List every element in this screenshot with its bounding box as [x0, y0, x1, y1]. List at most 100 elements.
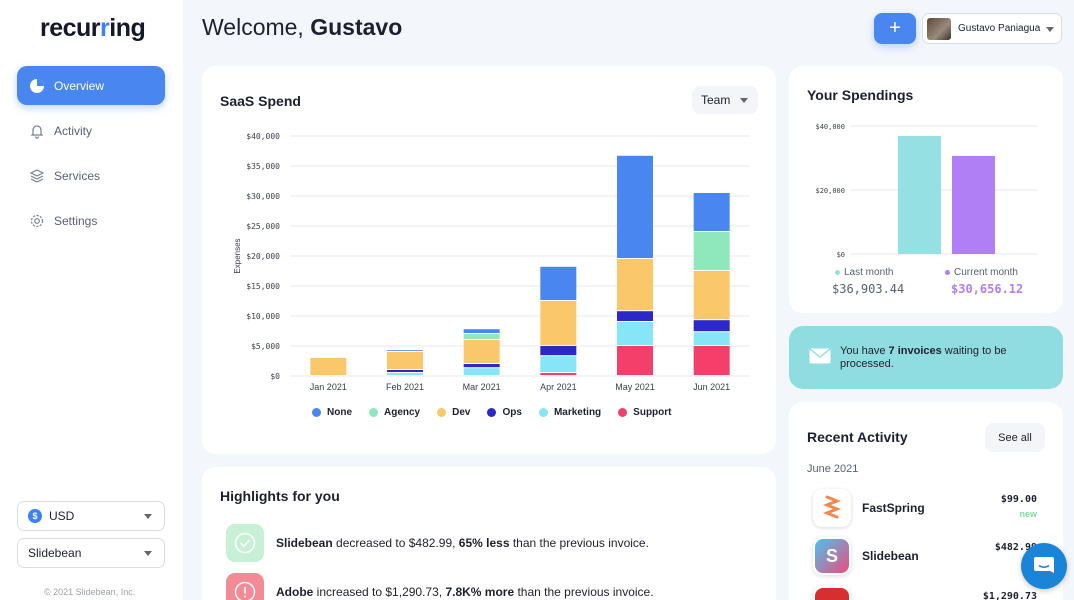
y-axis-label: Expenses — [233, 238, 242, 273]
bar-segment-none[interactable] — [540, 266, 577, 300]
team-filter-select[interactable]: Team — [692, 86, 758, 114]
y-tick-label: $25,000 — [246, 222, 280, 231]
legend-dot — [312, 408, 321, 417]
bar-segment-ops[interactable] — [463, 364, 500, 368]
bar-segment-dev[interactable] — [540, 301, 577, 345]
pie-chart-icon — [30, 78, 44, 93]
chat-icon — [1034, 557, 1054, 573]
bar-segment-support[interactable] — [617, 346, 653, 375]
legend-item-marketing[interactable]: Marketing — [538, 407, 602, 418]
bar-segment-marketing[interactable] — [617, 322, 653, 345]
spendings-title: Your Spendings — [807, 87, 914, 103]
current-month-legend: Current month — [945, 267, 1018, 278]
alert-circle-icon — [226, 573, 264, 600]
highlight-text-b: than the previous invoice. — [509, 536, 649, 550]
y-tick-label: $40,000 — [246, 132, 280, 141]
legend-item-agency[interactable]: Agency — [369, 407, 420, 418]
logo-text-c: ing — [109, 14, 146, 42]
legend-item-none[interactable]: None — [312, 407, 352, 418]
see-all-button[interactable]: See all — [985, 423, 1045, 452]
company-select[interactable]: Slidebean — [17, 538, 165, 568]
bar-segment-dev[interactable] — [617, 259, 653, 311]
bar-segment-none[interactable] — [617, 155, 653, 258]
bar-segment-none[interactable] — [387, 350, 423, 351]
sidebar-item-overview[interactable]: Overview — [17, 66, 165, 105]
bar-segment-ops[interactable] — [693, 320, 730, 332]
last-month-value: $36,903.44 — [832, 282, 905, 296]
bar-segment-agency[interactable] — [693, 232, 730, 270]
fastspring-logo-icon — [813, 489, 851, 527]
bar-segment-none[interactable] — [463, 329, 500, 333]
activity-item-fastspring[interactable]: FastSpring $99.00 new — [813, 489, 1063, 529]
bar-segment-marketing[interactable] — [463, 368, 500, 375]
y-tick-label: $20,000 — [815, 187, 845, 195]
logo[interactable]: recurring — [40, 14, 146, 43]
last-month-legend: Last month — [835, 267, 893, 278]
sidebar-item-activity[interactable]: Activity — [17, 111, 165, 150]
legend-item-ops[interactable]: Ops — [487, 407, 522, 418]
recent-activity-title: Recent Activity — [807, 429, 908, 445]
legend-dot — [369, 408, 378, 417]
legend-label: Marketing — [553, 407, 602, 418]
highlight-item: Adobe increased to $1,290.73, 7.8K% more… — [226, 573, 746, 600]
spend-bar-0[interactable] — [898, 135, 941, 254]
activity-item-adobe[interactable]: $1,290.73 — [813, 586, 1063, 600]
user-menu[interactable]: Gustavo Paniagua — [922, 13, 1062, 44]
caret-down-icon — [740, 98, 748, 103]
bar-segment-support[interactable] — [540, 373, 577, 375]
y-tick-label: $5,000 — [251, 342, 280, 351]
current-month-label: Current month — [954, 267, 1018, 278]
page-title: Welcome, Gustavo — [202, 14, 402, 41]
sidebar-item-services[interactable]: Services — [17, 156, 165, 195]
avatar — [927, 17, 951, 40]
gear-icon — [30, 214, 44, 227]
bar-segment-marketing[interactable] — [540, 356, 577, 372]
bar-segment-agency[interactable] — [463, 334, 500, 339]
bar-segment-marketing[interactable] — [693, 332, 730, 345]
chat-launcher-button[interactable] — [1021, 543, 1067, 589]
y-tick-label: $20,000 — [246, 252, 280, 261]
highlights-card: Highlights for you Slidebean decreased t… — [202, 467, 776, 600]
dollar-icon: $ — [28, 509, 42, 523]
y-tick-label: $0 — [837, 251, 845, 259]
bar-segment-support[interactable] — [693, 346, 730, 375]
invoices-text: You have 7 invoices waiting to be proces… — [840, 345, 1040, 371]
bar-segment-none[interactable] — [693, 193, 730, 231]
activity-item-slidebean[interactable]: S Slidebean $482.99 — [813, 537, 1063, 577]
caret-down-icon — [1046, 27, 1054, 32]
logo-text-b: r — [100, 14, 110, 42]
legend-label: None — [327, 407, 352, 418]
activity-name: FastSpring — [862, 501, 925, 515]
legend-dot — [945, 270, 950, 275]
sidebar-item-label: Overview — [54, 78, 105, 93]
bell-icon — [30, 124, 44, 139]
y-tick-label: $30,000 — [246, 192, 280, 201]
bar-segment-dev[interactable] — [693, 271, 730, 320]
highlight-emph: 65% less — [458, 536, 510, 550]
legend-item-dev[interactable]: Dev — [437, 407, 470, 418]
sidebar-item-label: Settings — [54, 213, 98, 228]
adobe-logo-icon — [813, 586, 851, 600]
y-tick-label: $0 — [270, 372, 280, 381]
legend-dot — [618, 408, 628, 417]
invoices-prefix: You have — [840, 345, 889, 357]
bar-segment-ops[interactable] — [387, 370, 423, 372]
bar-segment-ops[interactable] — [540, 346, 577, 356]
invoices-banner[interactable]: You have 7 invoices waiting to be proces… — [789, 326, 1063, 389]
legend-label: Support — [633, 407, 672, 418]
bar-segment-dev[interactable] — [387, 352, 423, 369]
currency-value: USD — [49, 509, 75, 523]
sidebar-item-settings[interactable]: Settings — [17, 201, 165, 240]
add-button[interactable]: + — [874, 13, 916, 44]
copyright: © 2021 Slidebean, Inc. — [44, 587, 136, 597]
recent-activity-card: Recent Activity See all June 2021 FastSp… — [789, 402, 1063, 600]
check-circle-icon — [226, 524, 264, 562]
bar-segment-dev[interactable] — [463, 340, 500, 363]
bar-segment-ops[interactable] — [617, 311, 653, 321]
bar-segment-dev[interactable] — [310, 358, 347, 375]
bar-segment-marketing[interactable] — [387, 373, 423, 375]
legend-item-support[interactable]: Support — [618, 407, 672, 418]
spend-bar-1[interactable] — [952, 155, 995, 254]
spendings-card: Your Spendings $0 $20,000 $40,000 Last mon… — [789, 66, 1063, 313]
currency-select[interactable]: $ USD — [17, 501, 165, 531]
